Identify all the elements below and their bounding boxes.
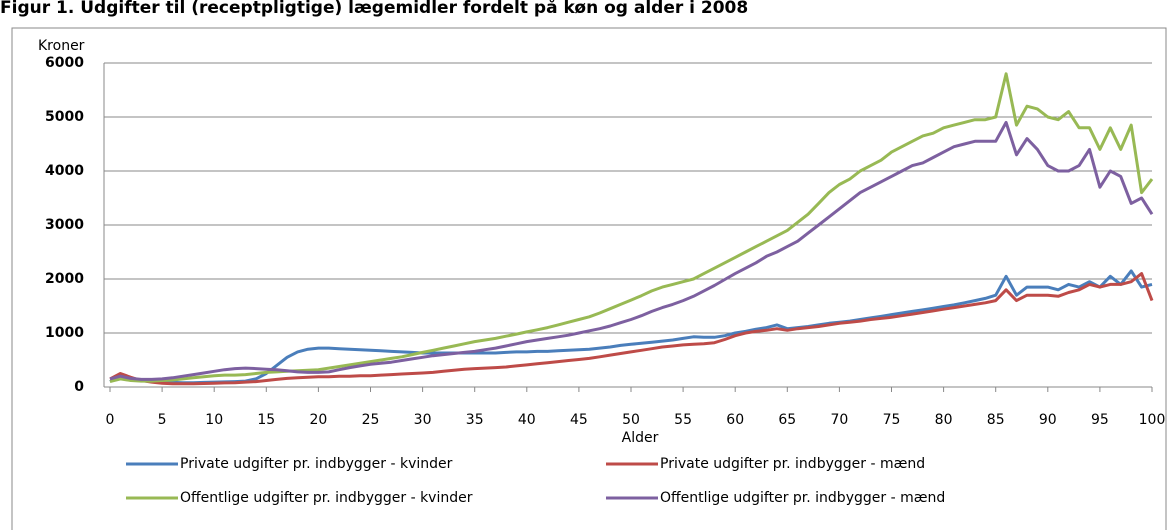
x-tick-label: 85 [987,412,1005,428]
legend-label: Offentlige udgifter pr. indbygger - mænd [660,490,945,506]
x-tick-label: 20 [309,412,327,428]
y-tick-label: 3000 [45,217,84,233]
x-tick-label: 25 [362,412,380,428]
x-tick-label: 10 [205,412,223,428]
x-tick-label: 90 [1039,412,1057,428]
x-tick-label: 100 [1139,412,1166,428]
y-tick-label: 2000 [45,271,84,287]
x-tick-label: 70 [830,412,848,428]
legend-label: Offentlige udgifter pr. indbygger - kvin… [180,490,473,506]
series-line [109,120,1154,381]
x-tick-label: 50 [622,412,640,428]
y-axis-label: Kroner [38,38,85,54]
x-tick-label: 45 [570,412,588,428]
x-tick-label: 5 [158,412,167,428]
x-tick-label: 40 [518,412,536,428]
chart-title: Figur 1. Udgifter til (receptpligtige) l… [0,0,748,18]
y-tick-label: 5000 [45,109,84,125]
x-tick-label: 65 [778,412,796,428]
y-tick-label: 6000 [45,55,84,71]
x-tick-label: 95 [1091,412,1109,428]
y-tick-label: 1000 [45,325,84,341]
y-tick-label: 0 [74,379,84,395]
x-tick-label: 35 [466,412,484,428]
x-axis-label: Alder [622,430,659,446]
series-line [109,272,1154,386]
x-tick-label: 55 [674,412,692,428]
x-tick-label: 15 [257,412,275,428]
x-tick-label: 75 [883,412,901,428]
x-tick-label: 60 [726,412,744,428]
series-line [109,269,1153,385]
x-tick-label: 0 [106,412,115,428]
x-tick-label: 80 [935,412,953,428]
y-tick-label: 4000 [45,163,84,179]
legend-label: Private udgifter pr. indbygger - mænd [660,456,925,472]
x-tick-label: 30 [414,412,432,428]
legend-label: Private udgifter pr. indbygger - kvinder [180,456,453,472]
